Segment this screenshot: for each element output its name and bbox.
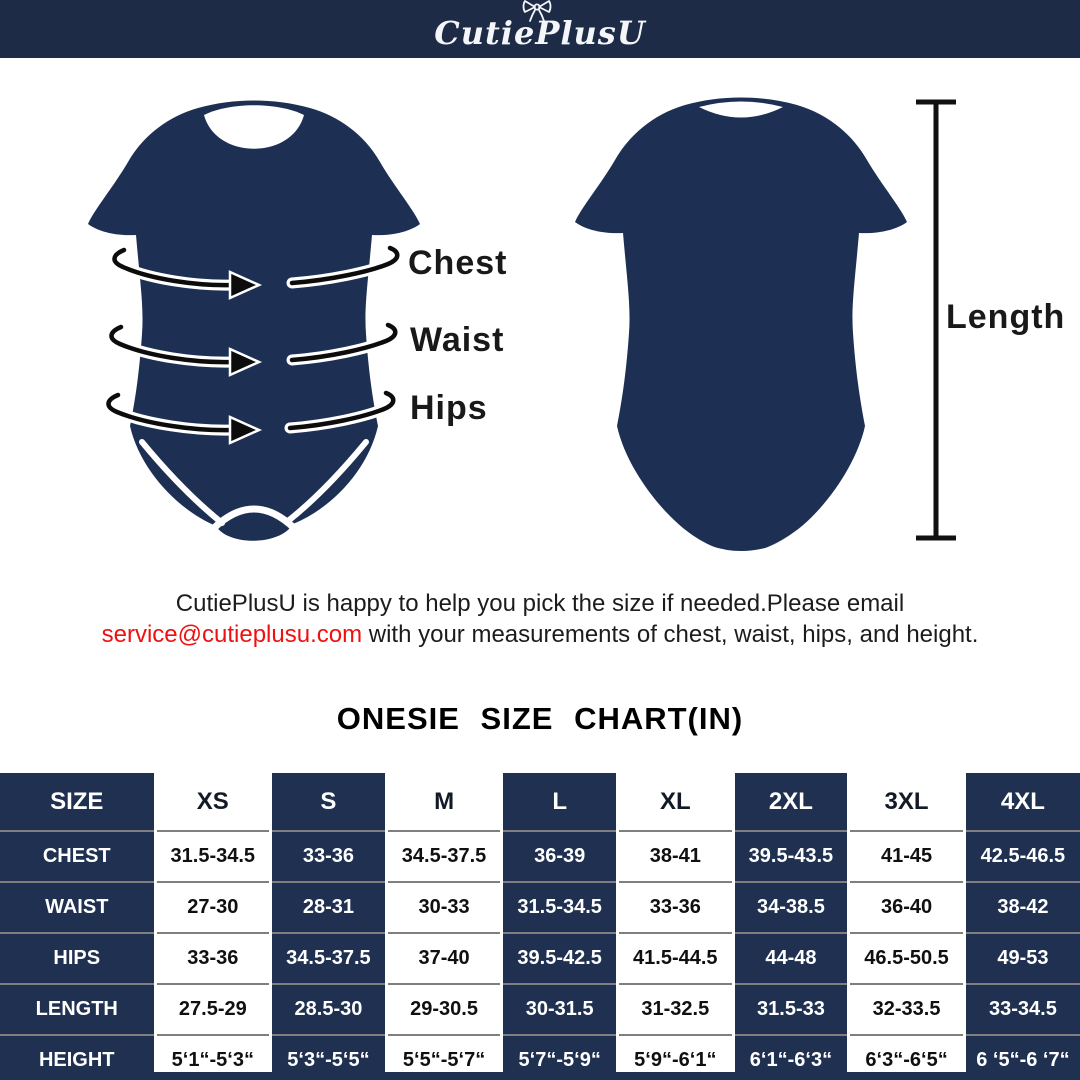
length-label: Length [946,298,1066,336]
cell: 31-32.5 [617,983,735,1035]
cell: 30-33 [386,881,504,933]
waist-measure-arrow [106,319,401,377]
note-line2: with your measurements of chest, waist, … [362,621,979,648]
waist-label: Waist [410,321,505,359]
onesie-back-body [575,97,907,551]
cell: 37-40 [386,932,504,984]
cell: 32-33.5 [848,983,966,1035]
length-bracket [916,99,956,541]
note-line1: CutiePlusU is happy to help you pick the… [175,590,905,617]
cell: 33-36 [270,830,388,882]
cell: 34.5-37.5 [386,830,504,882]
col-header-xl: XL [617,773,735,831]
table-row-hips: HIPS 33-36 34.5-37.5 37-40 39.5-42.5 41.… [0,932,1080,984]
cell: 31.5-33 [733,983,851,1035]
col-header-l: L [501,773,619,831]
cell: 44-48 [733,932,851,984]
sizing-help-note: CutiePlusU is happy to help you pick the… [0,588,1080,650]
service-email-link[interactable]: service@cutieplusu.com [101,621,363,648]
col-header-xs: XS [155,773,273,831]
leg-trim-left [139,439,225,526]
col-header-s: S [270,773,388,831]
chest-label: Chest [408,244,508,282]
brand-name: CutiePlusU [434,14,646,52]
cell: 30-31.5 [501,983,619,1035]
table-bottom-border [0,1072,1080,1080]
cell: 33-36 [617,881,735,933]
cell: 29-30.5 [386,983,504,1035]
cell: 36-40 [848,881,966,933]
back-leg-trim-left [613,430,717,551]
cell: 46.5-50.5 [848,932,966,984]
table-row-chest: CHEST 31.5-34.5 33-36 34.5-37.5 36-39 38… [0,830,1080,882]
onesie-front-illustration [88,100,420,541]
leg-trim-right [285,439,369,524]
col-header-3xl: 3XL [848,773,966,831]
hips-label: Hips [410,389,488,427]
onesie-back-illustration [575,97,907,551]
col-header-2xl: 2XL [733,773,851,831]
chest-measure-arrow [109,242,403,300]
cell: 36-39 [501,830,619,882]
onesie-front-neck-opening [204,105,304,149]
cell: 27-30 [155,881,273,933]
col-header-size: SIZE [0,773,157,831]
cell: 42.5-46.5 [964,830,1080,882]
row-label: HIPS [0,932,157,984]
cell: 34.5-37.5 [270,932,388,984]
cell: 38-41 [617,830,735,882]
hips-measure-arrow [103,387,399,445]
table-header-row: SIZE XS S M L XL 2XL 3XL 4XL [0,773,1080,831]
row-label: WAIST [0,881,157,933]
chart-title: ONESIE SIZE CHART(IN) [336,701,744,736]
cell: 27.5-29 [155,983,273,1035]
onesie-back-neck-opening [699,101,783,118]
cell: 41.5-44.5 [617,932,735,984]
brand-header-bar: CutiePlusU [0,0,1080,58]
cell: 41-45 [848,830,966,882]
cell: 39.5-43.5 [733,830,851,882]
col-header-m: M [386,773,504,831]
size-chart-table: SIZE XS S M L XL 2XL 3XL 4XL CHEST 31.5-… [0,773,1080,1080]
cell: 28-31 [270,881,388,933]
cell: 49-53 [964,932,1080,984]
cell: 31.5-34.5 [155,830,273,882]
cell: 38-42 [964,881,1080,933]
table-row-length: LENGTH 27.5-29 28.5-30 29-30.5 30-31.5 3… [0,983,1080,1035]
brand-logo: CutiePlusU [434,0,646,52]
cell: 39.5-42.5 [501,932,619,984]
row-label: CHEST [0,830,157,882]
cell: 31.5-34.5 [501,881,619,933]
table-row-waist: WAIST 27-30 28-31 30-33 31.5-34.5 33-36 … [0,881,1080,933]
bow-icon [522,0,552,22]
onesie-front-body [88,100,420,541]
col-header-4xl: 4XL [964,773,1080,831]
cell: 33-36 [155,932,273,984]
snap-flap-arc [210,505,298,532]
row-label: LENGTH [0,983,157,1035]
measurement-diagram: Chest Waist Hips Length [0,58,1080,580]
back-leg-trim-right [765,430,869,551]
cell: 28.5-30 [270,983,388,1035]
cell: 33-34.5 [964,983,1080,1035]
cell: 34-38.5 [733,881,851,933]
